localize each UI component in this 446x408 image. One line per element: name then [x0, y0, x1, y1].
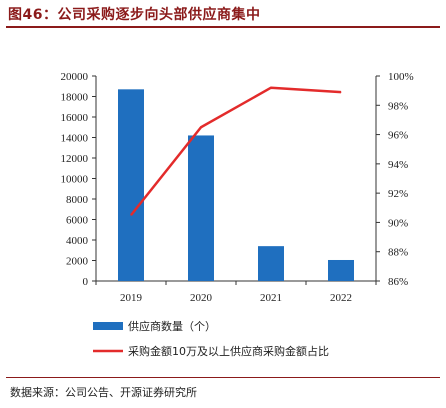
right-tick-label: 90% [388, 217, 408, 229]
left-tick-label: 16000 [61, 112, 89, 124]
right-tick-label: 96% [388, 130, 408, 142]
bar-2022 [328, 259, 354, 281]
left-tick-label: 8000 [66, 194, 89, 206]
bar-2020 [188, 135, 214, 281]
legend-bar-label: 供应商数量（个） [128, 319, 216, 333]
line-point-2022 [340, 91, 342, 93]
left-tick-label: 2000 [66, 256, 89, 268]
right-tick-label: 92% [388, 188, 408, 200]
right-tick-label: 86% [388, 276, 408, 288]
figure-title: 图46：公司采购逐步向头部供应商集中 [8, 7, 261, 23]
x-tick-label: 2019 [120, 292, 143, 304]
bar-2019 [118, 89, 144, 281]
bar-2021 [258, 246, 284, 281]
x-tick-label: 2021 [260, 292, 282, 304]
source-rule [6, 377, 440, 378]
left-tick-label: 12000 [61, 153, 89, 165]
line-series [130, 86, 342, 216]
tick-labels: 0 2000 4000 6000 8000 10000 12000 14000 16000 180… [61, 71, 414, 304]
line-point-2019 [130, 214, 132, 216]
left-tick-label: 14000 [61, 133, 89, 145]
line-point-2020 [200, 126, 202, 128]
left-tick-label: 6000 [66, 215, 89, 227]
legend-line-label: 采购金额10万及以上供应商采购金额占比 [128, 344, 329, 358]
right-tick-label: 94% [388, 159, 408, 171]
x-tick-label: 2022 [330, 292, 352, 304]
title-rule [6, 26, 440, 28]
left-tick-label: 4000 [66, 235, 89, 247]
line-path [130, 86, 342, 216]
line-point-2021 [270, 87, 272, 89]
left-tick-label: 10000 [61, 174, 89, 186]
left-tick-label: 20000 [61, 71, 89, 83]
left-tick-label: 0 [83, 276, 89, 288]
right-tick-label: 98% [388, 100, 408, 112]
x-tick-label: 2020 [190, 292, 213, 304]
legend-bar-swatch [93, 322, 123, 330]
bar-series [118, 89, 354, 281]
left-tick-label: 18000 [61, 92, 89, 104]
right-tick-label: 88% [388, 247, 408, 259]
right-tick-label: 100% [388, 71, 414, 83]
legend: 供应商数量（个） 采购金额10万及以上供应商采购金额占比 [93, 319, 329, 358]
source-note: 数据来源：公司公告、开源证券研究所 [10, 386, 197, 399]
